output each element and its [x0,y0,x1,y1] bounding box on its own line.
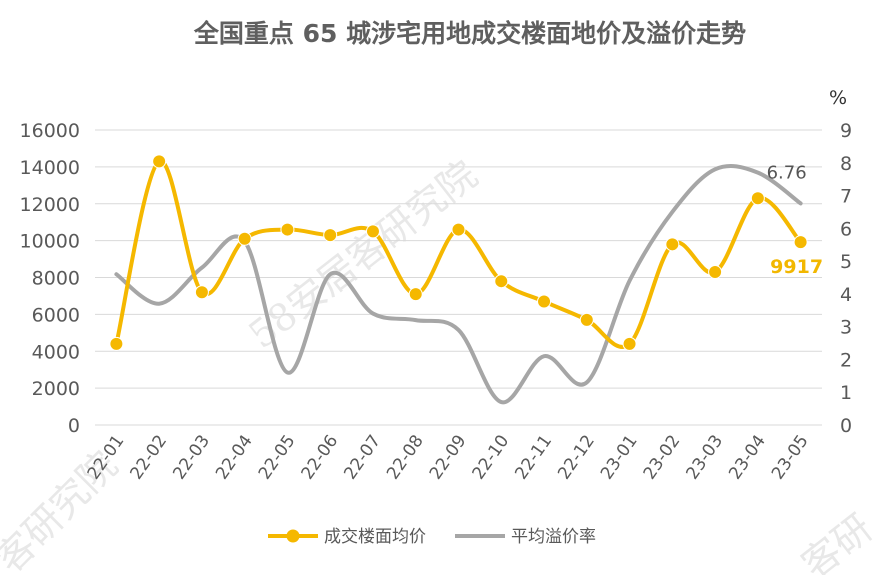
x-tick-label: 23-05 [768,431,813,483]
y-right-tick-label: 1 [840,382,852,404]
y-left-tick-label: 0 [68,415,80,437]
watermark-corner: 客研 [793,506,876,575]
x-tick-label: 22-10 [469,431,514,483]
y-right-tick-label: 7 [840,186,852,208]
legend-label-premium-rate: 平均溢价率 [511,527,596,547]
data-point-land-price [280,222,295,237]
data-point-land-price [665,237,680,252]
legend-label-land-price: 成交楼面均价 [324,527,426,547]
y-right-tick-label: 5 [840,251,852,273]
watermark-main: 58安居客研究院 [240,152,485,357]
data-point-land-price [451,222,466,237]
x-tick-label: 22-12 [554,431,599,483]
y-left-tick-label: 4000 [32,341,80,363]
y-left-tick-label: 6000 [32,304,80,326]
y-right-tick-label: 9 [840,120,852,142]
y-left-tick-label: 12000 [20,194,80,216]
y-left-tick-label: 14000 [20,157,80,179]
data-point-land-price [408,287,423,302]
series-layer [109,154,808,405]
legend: 成交楼面均价 平均溢价率 [268,527,596,547]
y-right-tick-label: 4 [840,284,852,306]
x-tick-label: 23-01 [597,431,642,483]
x-tick-label: 22-03 [169,431,214,483]
x-axis: 22-0122-0222-0322-0422-0522-0622-0722-08… [84,431,813,483]
y-right-tick-label: 3 [840,317,852,339]
y-left-tick-label: 16000 [20,120,80,142]
data-point-land-price [365,224,380,239]
legend-marker-land-price [286,529,300,543]
x-tick-label: 22-09 [426,431,471,483]
x-tick-label: 22-02 [127,431,172,483]
data-point-land-price [750,191,765,206]
data-point-land-price [323,228,338,243]
x-tick-label: 22-07 [340,431,385,483]
data-label-premium-rate-last: 6.76 [767,162,807,183]
data-point-land-price [237,231,252,246]
data-point-land-price [537,294,552,309]
chart-title: 全国重点 65 城涉宅用地成交楼面地价及溢价走势 [193,19,747,48]
data-point-land-price [708,264,723,279]
x-tick-label: 23-04 [725,431,770,483]
data-point-land-price [152,154,167,169]
x-tick-label: 22-11 [511,431,556,483]
x-tick-label: 23-03 [682,431,727,483]
data-labels: 9917 6.76 [767,162,823,278]
y-left-tick-label: 2000 [32,378,80,400]
data-point-land-price [793,235,808,250]
data-point-land-price [622,336,637,351]
x-tick-label: 23-02 [640,431,685,483]
data-point-land-price [109,336,124,351]
y-right-tick-label: 0 [840,415,852,437]
x-tick-label: 22-05 [255,431,300,483]
y-axis-left: 0 2000 4000 6000 8000 10000 12000 14000 16000 [20,120,80,437]
data-label-land-price-last: 9917 [770,256,823,278]
data-point-land-price [194,285,209,300]
y-right-tick-label: 8 [840,153,852,175]
data-point-land-price [494,274,509,289]
y-left-tick-label: 10000 [20,231,80,253]
x-tick-label: 22-06 [298,431,343,483]
y-right-unit-label: % [829,87,847,109]
data-point-land-price [579,312,594,327]
x-tick-label: 22-04 [212,431,257,483]
y-left-tick-label: 8000 [32,268,80,290]
y-right-tick-label: 2 [840,349,852,371]
y-axis-right: 0 1 2 3 4 5 6 7 8 9 [840,120,852,437]
y-right-tick-label: 6 [840,218,852,240]
grid-lines [95,129,822,426]
x-tick-label: 22-08 [383,431,428,483]
